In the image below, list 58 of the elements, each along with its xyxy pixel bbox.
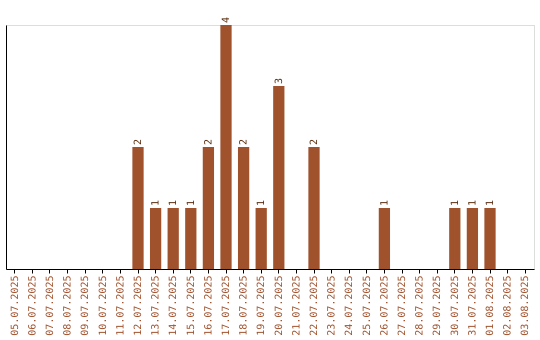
x-tick-label: 18.07.2025 (238, 276, 250, 336)
data-label: 2 (133, 138, 144, 145)
x-tick-label: 24.07.2025 (344, 276, 356, 336)
x-tick-label: 27.07.2025 (397, 276, 408, 336)
bar (185, 208, 196, 269)
x-tick-label: 08.07.2025 (62, 276, 74, 336)
x-tick-label: 20.07.2025 (274, 276, 285, 336)
data-label: 1 (485, 200, 496, 206)
bar (150, 208, 162, 269)
x-tick-label: 29.07.2025 (432, 276, 444, 336)
x-tick-label: 15.07.2025 (186, 276, 197, 336)
bar (484, 208, 496, 269)
x-tick-label: 16.07.2025 (203, 276, 214, 336)
bar (273, 86, 284, 269)
x-tick-label: 05.07.2025 (10, 276, 21, 336)
x-tick-label: 06.07.2025 (27, 276, 38, 336)
bar (132, 147, 144, 269)
bar (238, 147, 250, 269)
x-tick-label: 21.07.2025 (291, 276, 302, 336)
data-label: 1 (150, 200, 162, 206)
x-tick-label: 12.07.2025 (133, 276, 144, 336)
x-tick-label: 11.07.2025 (115, 276, 126, 336)
bar (308, 147, 320, 269)
x-tick-label: 02.08.2025 (502, 276, 514, 336)
data-label: 4 (221, 16, 232, 23)
x-tick-label: 30.07.2025 (450, 276, 461, 336)
x-tick-label: 17.07.2025 (221, 276, 232, 336)
data-label: 1 (379, 200, 390, 206)
data-label: 1 (450, 200, 461, 206)
x-tick-label: 14.07.2025 (168, 276, 180, 336)
data-label: 2 (309, 138, 320, 145)
x-tick-label: 09.07.2025 (80, 276, 92, 336)
x-tick-label: 26.07.2025 (379, 276, 390, 336)
bar (202, 147, 214, 269)
bar (168, 208, 179, 269)
data-label: 1 (168, 200, 180, 206)
bar (466, 208, 478, 269)
data-label: 1 (467, 200, 478, 206)
x-tick-label: 10.07.2025 (98, 276, 109, 336)
bar (378, 208, 390, 269)
x-tick-label: 28.07.2025 (414, 276, 426, 336)
data-label: 1 (256, 200, 268, 206)
data-label: 1 (186, 200, 197, 206)
x-tick-label: 19.07.2025 (256, 276, 268, 336)
x-tick-label: 07.07.2025 (45, 276, 56, 336)
data-label: 2 (238, 138, 250, 145)
bar (449, 208, 460, 269)
x-tick-label: 01.08.2025 (485, 276, 496, 336)
bar (256, 208, 267, 269)
x-tick-label: 23.07.2025 (326, 276, 338, 336)
data-label: 3 (274, 78, 285, 84)
data-label: 2 (203, 138, 214, 145)
x-tick-label: 03.08.2025 (520, 276, 532, 336)
x-tick-label: 13.07.2025 (150, 276, 162, 336)
bar (220, 25, 232, 269)
x-tick-label: 22.07.2025 (309, 276, 320, 336)
x-tick-label: 31.07.2025 (467, 276, 478, 336)
x-tick-label: 25.07.2025 (362, 276, 373, 336)
